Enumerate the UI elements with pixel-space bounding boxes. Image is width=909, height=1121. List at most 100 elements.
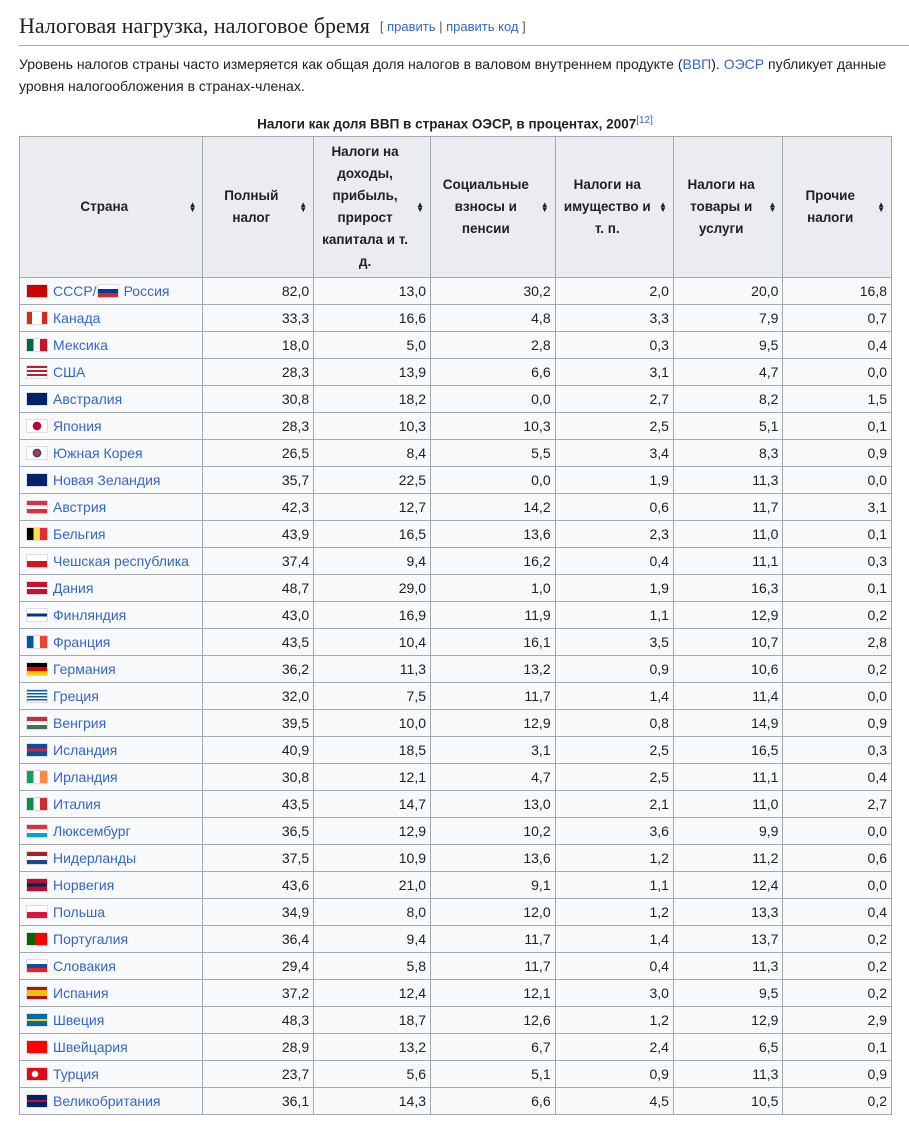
value-cell: 1,0 bbox=[430, 573, 556, 602]
country-link[interactable]: Португалия bbox=[53, 930, 129, 947]
country-link[interactable]: Австрия bbox=[53, 498, 107, 515]
country-link[interactable]: Италия bbox=[53, 795, 101, 812]
value-cell: 1,2 bbox=[554, 897, 674, 926]
sort-icon[interactable]: ▲ ▼ bbox=[188, 199, 197, 214]
value-cell: 16,3 bbox=[672, 573, 784, 602]
sort-icon[interactable]: ▲ ▼ bbox=[768, 199, 777, 214]
country-link[interactable]: Южная Корея bbox=[53, 444, 143, 461]
column-header[interactable]: Страна ▲ ▼ bbox=[18, 135, 204, 278]
value-cell: 3,1 bbox=[782, 492, 892, 521]
value-cell: 20,0 bbox=[672, 276, 784, 305]
country-link[interactable]: Нидерланды bbox=[53, 849, 137, 866]
country-link[interactable]: Россия bbox=[123, 282, 170, 299]
column-header[interactable]: Налоги на товары и услуги ▲ ▼ bbox=[672, 135, 784, 278]
value-cell: 2,5 bbox=[554, 735, 674, 764]
sort-icon[interactable]: ▲ ▼ bbox=[299, 199, 308, 214]
country-link[interactable]: Польша bbox=[53, 903, 106, 920]
country-link[interactable]: Канада bbox=[53, 309, 101, 326]
country-link[interactable]: Люксембург bbox=[53, 822, 131, 839]
value-cell: 14,2 bbox=[430, 492, 556, 521]
value-cell: 7,5 bbox=[313, 681, 432, 710]
country-link[interactable]: Германия bbox=[53, 660, 116, 677]
country-link[interactable]: Австралия bbox=[53, 390, 123, 407]
country-link[interactable]: Япония bbox=[53, 417, 102, 434]
value-cell: 0,2 bbox=[782, 951, 892, 980]
value-cell: 14,7 bbox=[313, 789, 432, 818]
value-cell: 0,9 bbox=[554, 1059, 674, 1088]
column-header[interactable]: Прочие налоги ▲ ▼ bbox=[782, 135, 892, 278]
value-cell: 0,9 bbox=[782, 438, 892, 467]
country-link[interactable]: Финляндия bbox=[53, 606, 127, 623]
value-cell: 11,1 bbox=[672, 546, 784, 575]
value-cell: 3,6 bbox=[554, 816, 674, 845]
value-cell: 36,4 bbox=[202, 924, 315, 953]
country-link[interactable]: Швеция bbox=[53, 1011, 105, 1028]
table-row: Ирландия 30,8 12,1 4,7 2,5 11,1 0,4 bbox=[18, 762, 892, 791]
edit-code-link[interactable]: править код bbox=[446, 19, 519, 34]
table-row: Швеция 48,3 18,7 12,6 1,2 12,9 2,9 bbox=[18, 1005, 892, 1034]
value-cell: 9,4 bbox=[313, 546, 432, 575]
edit-link[interactable]: править bbox=[387, 19, 436, 34]
value-cell: 11,9 bbox=[430, 600, 556, 629]
value-cell: 23,7 bbox=[202, 1059, 315, 1088]
country-cell: СССР/Россия bbox=[18, 276, 204, 305]
country-link[interactable]: Испания bbox=[53, 984, 109, 1001]
country-link[interactable]: Норвегия bbox=[53, 876, 115, 893]
table-row: Польша 34,9 8,0 12,0 1,2 13,3 0,4 bbox=[18, 897, 892, 926]
gdp-link[interactable]: ВВП bbox=[682, 56, 712, 72]
bracket: ] bbox=[522, 19, 526, 34]
value-cell: 0,0 bbox=[782, 816, 892, 845]
country-cell: Люксембург bbox=[18, 816, 204, 845]
country-link[interactable]: Венгрия bbox=[53, 714, 107, 731]
country-cell: Венгрия bbox=[18, 708, 204, 737]
value-cell: 36,5 bbox=[202, 816, 315, 845]
country-link[interactable]: Швейцария bbox=[53, 1038, 128, 1055]
edit-links: [ править | править код ] bbox=[380, 19, 526, 34]
flag-icon-no bbox=[26, 877, 48, 892]
country-link[interactable]: Мексика bbox=[53, 336, 108, 353]
flag-icon-mx bbox=[26, 337, 48, 352]
value-cell: 1,5 bbox=[782, 384, 892, 413]
value-cell: 2,7 bbox=[782, 789, 892, 818]
column-header[interactable]: Налоги на доходы, прибыль, прирост капит… bbox=[313, 135, 432, 278]
country-cell: Южная Корея bbox=[18, 438, 204, 467]
country-link[interactable]: Ирландия bbox=[53, 768, 118, 785]
table-row: Испания 37,2 12,4 12,1 3,0 9,5 0,2 bbox=[18, 978, 892, 1007]
country-link[interactable]: СССР/ bbox=[53, 282, 97, 299]
value-cell: 3,5 bbox=[554, 627, 674, 656]
sort-icon[interactable]: ▲ ▼ bbox=[877, 199, 885, 214]
value-cell: 0,0 bbox=[782, 681, 892, 710]
sort-icon[interactable]: ▲ ▼ bbox=[416, 199, 425, 214]
country-link[interactable]: Новая Зеландия bbox=[53, 471, 161, 488]
column-header[interactable]: Налоги на имущество и т. п. ▲ ▼ bbox=[554, 135, 674, 278]
country-link[interactable]: Великобритания bbox=[53, 1092, 161, 1109]
country-link[interactable]: США bbox=[53, 363, 86, 380]
table-row: Южная Корея 26,5 8,4 5,5 3,4 8,3 0,9 bbox=[18, 438, 892, 467]
table-row: Словакия 29,4 5,8 11,7 0,4 11,3 0,2 bbox=[18, 951, 892, 980]
country-link[interactable]: Словакия bbox=[53, 957, 116, 974]
country-link[interactable]: Исландия bbox=[53, 741, 118, 758]
country-cell: Швеция bbox=[18, 1005, 204, 1034]
country-link[interactable]: Греция bbox=[53, 687, 99, 704]
value-cell: 1,9 bbox=[554, 465, 674, 494]
value-cell: 36,1 bbox=[202, 1086, 315, 1115]
column-header[interactable]: Социальные взносы и пенсии ▲ ▼ bbox=[430, 135, 556, 278]
country-link[interactable]: Франция bbox=[53, 633, 111, 650]
table-row: Чешская республика 37,4 9,4 16,2 0,4 11,1 0,3 bbox=[18, 546, 892, 575]
sort-icon[interactable]: ▲ ▼ bbox=[540, 199, 549, 214]
country-link[interactable]: Бельгия bbox=[53, 525, 106, 542]
flag-icon-fr bbox=[26, 634, 48, 649]
country-link[interactable]: Чешская республика bbox=[53, 552, 189, 569]
oecd-link[interactable]: ОЭСР bbox=[723, 56, 765, 72]
reference-link[interactable]: [12] bbox=[636, 115, 653, 126]
value-cell: 30,8 bbox=[202, 384, 315, 413]
value-cell: 5,1 bbox=[672, 411, 784, 440]
country-link[interactable]: Турция bbox=[53, 1065, 99, 1082]
country-link[interactable]: Дания bbox=[53, 579, 94, 596]
value-cell: 16,5 bbox=[672, 735, 784, 764]
value-cell: 0,2 bbox=[782, 600, 892, 629]
sort-icon[interactable]: ▲ ▼ bbox=[659, 199, 667, 214]
table-row: Греция 32,0 7,5 11,7 1,4 11,4 0,0 bbox=[18, 681, 892, 710]
value-cell: 4,8 bbox=[430, 303, 556, 332]
column-header[interactable]: Полный налог ▲ ▼ bbox=[202, 135, 315, 278]
